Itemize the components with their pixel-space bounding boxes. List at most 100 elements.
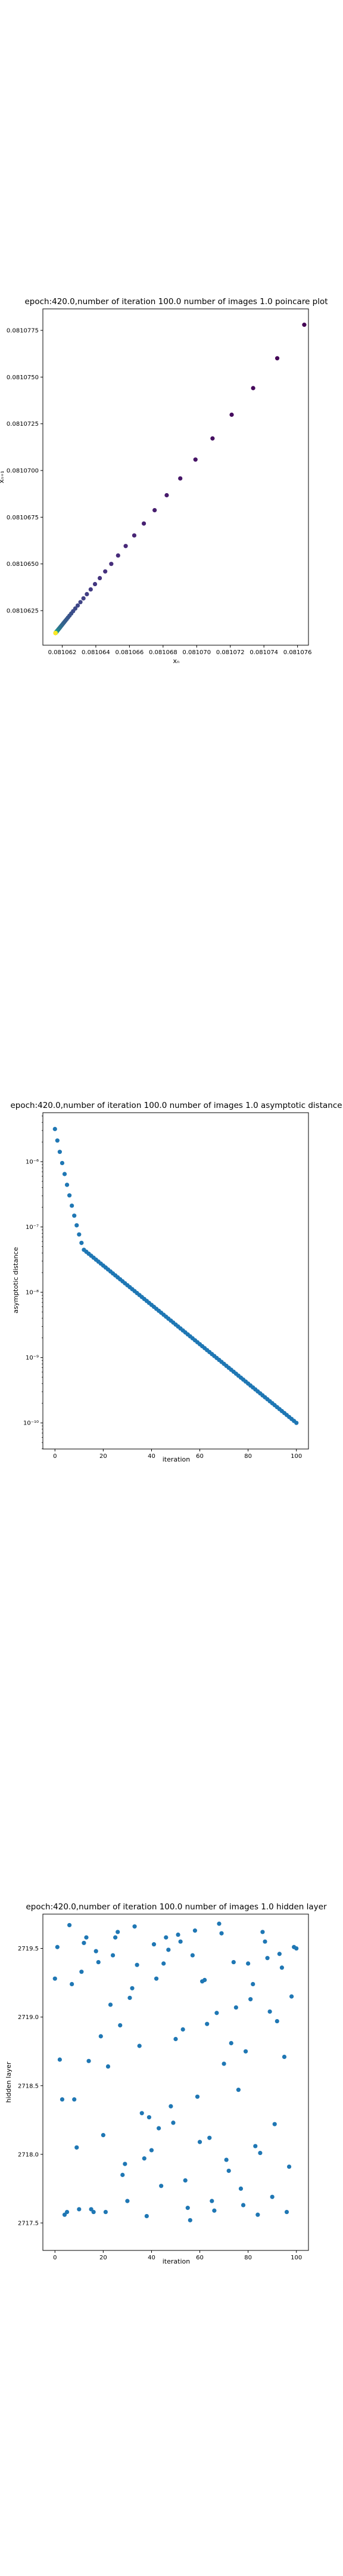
poincare-point (142, 521, 146, 525)
hidden-layer-point (176, 1933, 180, 1937)
poincare-plot-frame (43, 309, 308, 645)
poincare-plot-xtick-label: 0.081074 (250, 649, 278, 656)
hidden-layer-ytick-label: 2719.5 (18, 1946, 39, 1952)
hidden-layer-point (142, 2156, 146, 2160)
poincare-plot-ylabel: xₙ₊₁ (0, 470, 5, 483)
hidden-layer-point (58, 2057, 62, 2061)
poincare-plot-points (54, 323, 307, 635)
hidden-layer-point (113, 1936, 117, 1940)
poincare-point (93, 582, 97, 586)
asymptotic-distance-ylabel: asymptotic distance (12, 1247, 20, 1313)
asymptotic-distance-point (74, 1223, 79, 1227)
hidden-layer-point (217, 1922, 221, 1926)
poincare-point (116, 553, 120, 558)
asymptotic-distance-xlabel: iteration (163, 1456, 190, 1463)
hidden-layer-point (246, 1961, 250, 1965)
hidden-layer-point (161, 1961, 166, 1965)
asymptotic-distance-xtick-label: 20 (99, 1453, 107, 1460)
hidden-layer-ytick-label: 2719.0 (18, 2014, 39, 2021)
asymptotic-distance-chart: epoch:420.0,number of iteration 100.0 nu… (10, 1101, 342, 1463)
hidden-layer-point (147, 2115, 151, 2119)
hidden-layer-point (65, 2210, 69, 2214)
hidden-layer-point (294, 1946, 298, 1950)
hidden-layer-point (219, 1931, 223, 1936)
hidden-layer-point (171, 2120, 175, 2125)
asymptotic-distance-point (294, 1421, 298, 1425)
hidden-layer-point (205, 2022, 209, 2026)
hidden-layer-point (123, 2162, 127, 2166)
poincare-plot-xtick-label: 0.081066 (116, 649, 144, 656)
hidden-layer-point (138, 2044, 142, 2048)
hidden-layer-point (104, 2210, 108, 2214)
asymptotic-distance-title: epoch:420.0,number of iteration 100.0 nu… (10, 1101, 342, 1110)
hidden-layer-point (169, 2104, 173, 2109)
asymptotic-distance-point (60, 1161, 64, 1165)
hidden-layer-point (164, 1936, 168, 1940)
hidden-layer-point (210, 2199, 214, 2203)
poincare-point (85, 592, 89, 596)
hidden-layer-chart: epoch:420.0,number of iteration 100.0 nu… (5, 1902, 327, 2265)
hidden-layer-points (53, 1922, 299, 2222)
asymptotic-distance-point (67, 1193, 71, 1197)
hidden-layer-point (79, 1970, 83, 1974)
poincare-point (109, 562, 113, 566)
hidden-layer-point (55, 1945, 60, 1949)
poincare-plot-xtick-label: 0.081072 (216, 649, 245, 656)
poincare-point (194, 457, 198, 462)
poincare-plot-ytick-label: 0.0810650 (7, 561, 39, 568)
hidden-layer-point (166, 1948, 170, 1952)
asymptotic-distance-xtick-label: 100 (291, 1453, 302, 1460)
hidden-layer-point (273, 2122, 277, 2126)
hidden-layer-point (82, 1941, 86, 1945)
hidden-layer-point (258, 2151, 262, 2155)
asymptotic-distance-xtick-label: 0 (53, 1453, 57, 1460)
hidden-layer-point (234, 2005, 238, 2010)
poincare-plot-chart: epoch:420.0,number of iteration 100.0 nu… (0, 297, 328, 665)
hidden-layer-point (253, 2144, 257, 2148)
hidden-layer-point (116, 1930, 120, 1934)
hidden-layer-point (118, 2023, 122, 2027)
hidden-layer-point (127, 1996, 132, 2000)
asymptotic-distance-point (53, 1127, 57, 1131)
hidden-layer-point (282, 2055, 286, 2059)
hidden-layer-ytick-label: 2717.5 (18, 2220, 39, 2227)
poincare-plot-ytick-label: 0.0810625 (7, 608, 39, 615)
poincare-plot-ytick-label: 0.0810675 (7, 515, 39, 521)
hidden-layer-point (188, 2218, 192, 2222)
hidden-layer-point (202, 1978, 207, 1982)
hidden-layer-xtick-label: 40 (148, 2255, 155, 2261)
asymptotic-distance-xtick-label: 80 (244, 1453, 252, 1460)
asymptotic-distance-xtick-label: 60 (196, 1453, 204, 1460)
hidden-layer-point (130, 1986, 134, 1990)
hidden-layer-point (248, 1997, 252, 2001)
hidden-layer-point (265, 1956, 269, 1960)
hidden-layer-point (198, 2140, 202, 2144)
poincare-plot-title: epoch:420.0,number of iteration 100.0 nu… (24, 297, 328, 306)
hidden-layer-point (270, 2195, 275, 2199)
hidden-layer-point (214, 2011, 219, 2015)
hidden-layer-point (84, 1936, 88, 1940)
poincare-point (152, 508, 157, 512)
hidden-layer-point (239, 2187, 243, 2191)
hidden-layer-point (227, 2169, 231, 2173)
hidden-layer-point (74, 2145, 79, 2150)
hidden-layer-xtick-label: 100 (291, 2255, 302, 2261)
hidden-layer-point (195, 2095, 199, 2099)
hidden-layer-point (289, 1995, 294, 1999)
hidden-layer-point (86, 2059, 91, 2063)
hidden-layer-point (181, 2027, 185, 2032)
hidden-layer-point (120, 2173, 124, 2177)
asymptotic-distance-point (72, 1213, 76, 1218)
asymptotic-distance-point (63, 1172, 67, 1176)
hidden-layer-point (108, 2002, 113, 2007)
asymptotic-distance-xtick-label: 40 (148, 1453, 155, 1460)
asymptotic-distance-ytick-label: 10⁻⁸ (26, 1290, 39, 1296)
hidden-layer-point (67, 1923, 71, 1927)
hidden-layer-point (232, 1960, 236, 1964)
hidden-layer-xtick-label: 0 (53, 2255, 57, 2261)
hidden-layer-point (255, 2213, 260, 2217)
poincare-point (302, 323, 306, 327)
hidden-layer-point (132, 1924, 136, 1928)
hidden-layer-point (92, 2210, 96, 2214)
